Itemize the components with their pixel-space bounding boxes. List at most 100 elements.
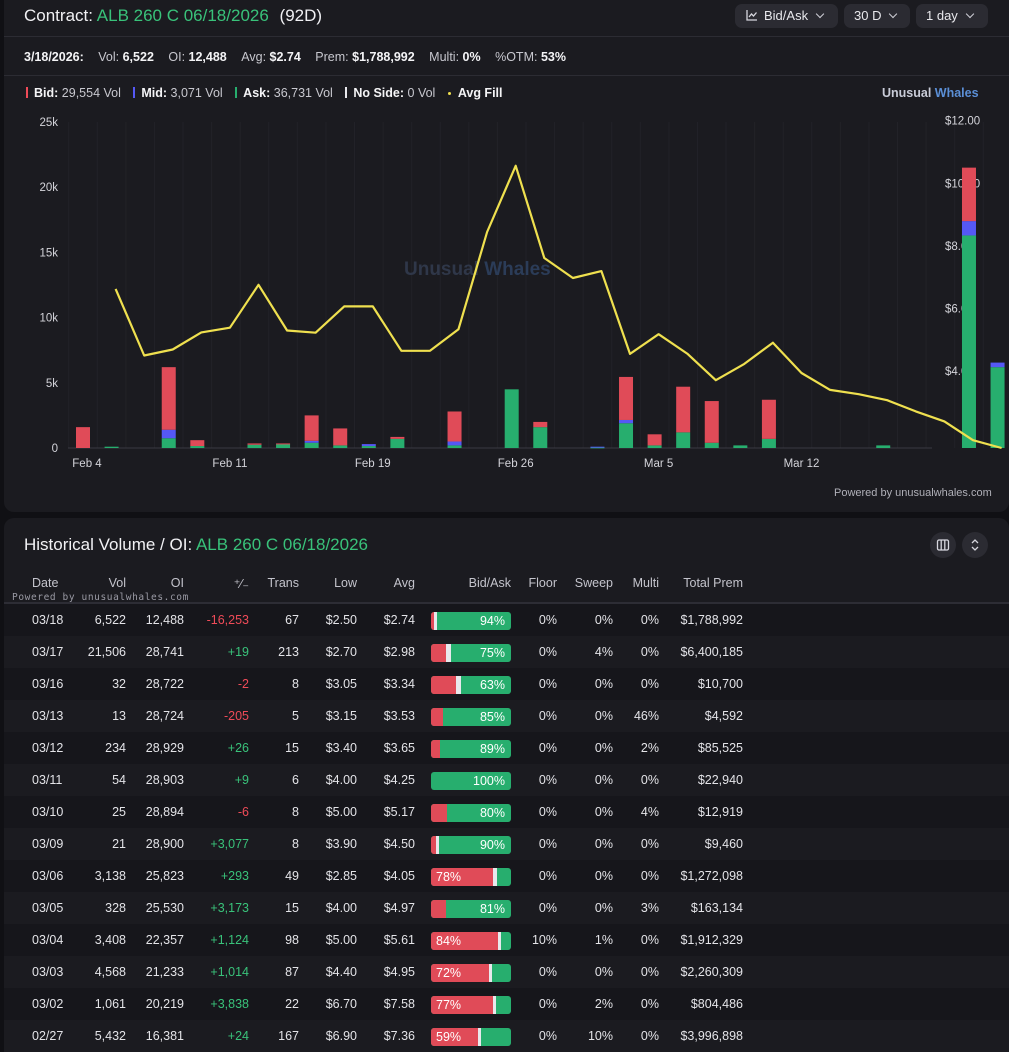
col-vol[interactable]: Vol xyxy=(108,576,126,590)
bar-ask xyxy=(704,442,719,448)
table-row[interactable]: 03/13 13 28,724 -205 5 $3.15 $3.53 0% 0% 46% $4,59… xyxy=(4,700,1009,732)
sort-toggle-button[interactable] xyxy=(962,532,988,558)
legend-ask[interactable]: Ask: 36,731 Vol xyxy=(235,86,333,100)
bar-bid xyxy=(333,428,348,446)
bar-ask xyxy=(761,438,776,448)
bar-ask xyxy=(647,445,662,448)
bid-ask-bar-bid xyxy=(431,836,436,854)
cell-date: 03/18 xyxy=(32,613,64,627)
col-oi[interactable]: OI xyxy=(170,576,184,590)
table-row[interactable]: 03/04 3,408 22,357 +1,124 98 $5.00 $5.61 10% 1% 0… xyxy=(4,924,1009,956)
bar-bid xyxy=(447,411,462,442)
col-low[interactable]: Low xyxy=(334,576,357,590)
cell-avg: $3.53 xyxy=(383,709,415,723)
col-trans[interactable]: Trans xyxy=(267,576,300,590)
table-row[interactable]: 03/06 3,138 25,823 +293 49 $2.85 $4.05 0% 0% 0% $1… xyxy=(4,860,1009,892)
cell-prem: $12,919 xyxy=(697,805,743,819)
table-row[interactable]: 02/27 5,432 16,381 +24 167 $6.90 $7.36 0% 10% 0% $… xyxy=(4,1020,1009,1052)
bid-ask-dropdown[interactable]: Bid/Ask xyxy=(735,4,838,28)
cell-oi: 22,357 xyxy=(145,933,184,947)
cell-vol: 4,568 xyxy=(94,965,126,979)
chart-line-icon xyxy=(746,10,757,21)
col-floor[interactable]: Floor xyxy=(528,576,557,590)
table-row[interactable]: 03/16 32 28,722 -2 8 $3.05 $3.34 0% 0% 0% $10,700 6… xyxy=(4,668,1009,700)
cell-oi: 28,722 xyxy=(145,677,184,691)
cell-chg: +3,077 xyxy=(210,837,249,851)
contract-title: Contract: ALB 260 C 06/18/2026 (92D) xyxy=(24,6,322,26)
y-left-tick-label: 25k xyxy=(39,117,58,129)
interval-dropdown[interactable]: 1 day xyxy=(916,4,988,28)
table-row[interactable]: 03/05 328 25,530 +3,173 15 $4.00 $4.97 0% 0% 3% $1… xyxy=(4,892,1009,924)
bar-bid xyxy=(704,401,719,443)
col-bid-ask[interactable]: Bid/Ask xyxy=(468,576,511,590)
cell-floor: 0% xyxy=(538,965,557,979)
bid-ask-bar: 77% xyxy=(431,996,511,1014)
cell-multi: 0% xyxy=(640,965,659,979)
y-left-tick-label: 0 xyxy=(52,443,58,455)
cell-sweep: 0% xyxy=(594,869,613,883)
cell-multi: 0% xyxy=(640,997,659,1011)
cell-low: $3.90 xyxy=(325,837,357,851)
table-powered-by: Powered by unusualwhales.com xyxy=(12,592,189,603)
bar-ask xyxy=(876,445,891,448)
cell-oi: 28,741 xyxy=(145,645,184,659)
cell-avg: $7.58 xyxy=(383,997,415,1011)
legend-no-side[interactable]: No Side: 0 Vol xyxy=(345,86,435,100)
bid-ask-bar-mid xyxy=(455,676,461,694)
table-header: Date Vol OI ⁺⁄₋ Trans Low Avg Bid/Ask Fl… xyxy=(4,566,1009,604)
table-row[interactable]: 03/17 21,506 28,741 +19 213 $2.70 $2.98 0% 4% 0% $… xyxy=(4,636,1009,668)
col-avg[interactable]: Avg xyxy=(393,576,415,590)
cell-low: $3.15 xyxy=(325,709,357,723)
table-row[interactable]: 03/10 25 28,894 -6 8 $5.00 $5.17 0% 0% 4% $12,919 8… xyxy=(4,796,1009,828)
cell-chg: -6 xyxy=(237,805,249,819)
columns-button[interactable] xyxy=(930,532,956,558)
bid-ask-percent: 85% xyxy=(479,710,505,724)
cell-sweep: 0% xyxy=(594,773,613,787)
historical-volume-card: Historical Volume / OI: ALB 260 C 06/18/… xyxy=(4,518,1009,1052)
col-sweep[interactable]: Sweep xyxy=(574,576,613,590)
legend-bid[interactable]: Bid: 29,554 Vol xyxy=(26,86,121,100)
col-date[interactable]: Date xyxy=(32,576,59,590)
bid-ask-percent: 84% xyxy=(436,934,462,948)
cell-prem: $1,272,098 xyxy=(680,869,743,883)
stat-avg: Avg: $2.74 xyxy=(241,50,301,64)
cell-low: $2.50 xyxy=(325,613,357,627)
x-tick-label: Feb 11 xyxy=(212,458,247,470)
bid-ask-bar-mid xyxy=(478,1028,482,1046)
bid-ask-bar-bid xyxy=(431,804,447,822)
bid-ask-bar: 75% xyxy=(431,644,511,662)
cell-trans: 15 xyxy=(285,741,299,755)
cell-date: 03/03 xyxy=(32,965,64,979)
table-row[interactable]: 03/18 6,522 12,488 -16,253 67 $2.50 $2.74 0% 0% 0… xyxy=(4,604,1009,636)
bar-bid xyxy=(619,376,634,420)
bid-ask-bar-bid xyxy=(431,900,447,918)
table-row[interactable]: 03/11 54 28,903 +9 6 $4.00 $4.25 0% 0% 0% $22,940 1… xyxy=(4,764,1009,796)
bid-ask-bar-bid xyxy=(431,868,494,886)
cell-prem: $85,525 xyxy=(697,741,743,755)
cell-vol: 54 xyxy=(112,773,126,787)
legend-mid[interactable]: Mid: 3,071 Vol xyxy=(133,86,223,100)
legend-avg-fill[interactable]: Avg Fill xyxy=(447,86,503,100)
bid-ask-bar-bid xyxy=(431,964,489,982)
table-row[interactable]: 03/03 4,568 21,233 +1,014 87 $4.40 $4.95 0% 0% 0%… xyxy=(4,956,1009,988)
range-dropdown[interactable]: 30 D xyxy=(844,4,910,28)
cell-sweep: 0% xyxy=(594,837,613,851)
cell-oi: 25,823 xyxy=(145,869,184,883)
cell-multi: 0% xyxy=(640,773,659,787)
bid-ask-bar: 81% xyxy=(431,900,511,918)
table-row[interactable]: 03/12 234 28,929 +26 15 $3.40 $3.65 0% 0% 2% $85,5… xyxy=(4,732,1009,764)
y-right-tick-label: $12.00 xyxy=(945,116,980,128)
col-change[interactable]: ⁺⁄₋ xyxy=(233,577,249,591)
cell-floor: 0% xyxy=(538,773,557,787)
columns-icon xyxy=(936,539,950,551)
cell-floor: 0% xyxy=(538,613,557,627)
col-total-prem[interactable]: Total Prem xyxy=(683,576,743,590)
cell-sweep: 0% xyxy=(594,677,613,691)
contract-stats: 3/18/2026: Vol: 6,522 OI: 12,488 Avg: $2… xyxy=(24,50,566,64)
stat-vol: Vol: 6,522 xyxy=(98,50,154,64)
col-multi[interactable]: Multi xyxy=(632,576,659,590)
table-row[interactable]: 03/09 21 28,900 +3,077 8 $3.90 $4.50 0% 0% 0% $9,4… xyxy=(4,828,1009,860)
cell-avg: $5.61 xyxy=(383,933,415,947)
table-row[interactable]: 03/02 1,061 20,219 +3,838 22 $6.70 $7.58 0% 2% 0%… xyxy=(4,988,1009,1020)
bar-bid xyxy=(676,386,691,433)
